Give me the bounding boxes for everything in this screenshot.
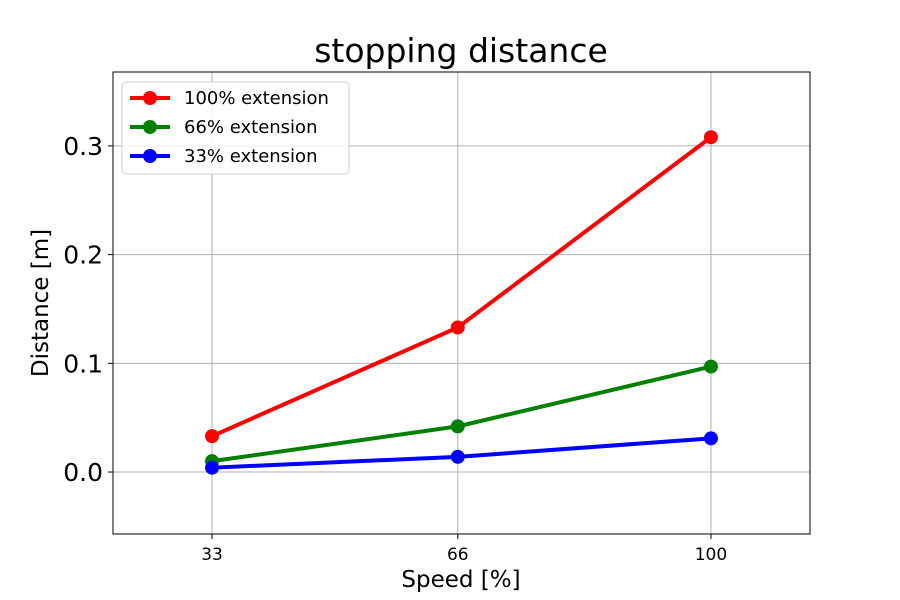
y-tick-label: 0.0 xyxy=(63,458,103,487)
x-axis-label: Speed [%] xyxy=(401,567,520,593)
data-point xyxy=(205,460,220,475)
legend-label: 66% extension xyxy=(184,117,317,138)
legend-marker xyxy=(143,120,157,134)
legend: 100% extension 66% extension 33% extension xyxy=(121,81,350,175)
y-tick-label: 0.1 xyxy=(63,349,103,378)
legend-label: 33% extension xyxy=(184,146,317,167)
legend-label: 100% extension xyxy=(184,88,329,109)
x-tick-label: 100 xyxy=(695,545,727,565)
data-point xyxy=(703,130,718,145)
data-point xyxy=(205,429,220,444)
axis-ticks: 33 66 100 0.0 0.1 0.2 0.3 xyxy=(63,132,727,565)
series-0 xyxy=(205,130,718,444)
legend-entry: 100% extension xyxy=(130,88,329,109)
data-point xyxy=(450,320,465,335)
series-layer xyxy=(205,130,718,475)
y-tick-label: 0.2 xyxy=(63,241,103,270)
x-tick-label: 33 xyxy=(201,545,223,565)
legend-marker xyxy=(143,91,157,105)
data-point xyxy=(450,449,465,464)
legend-marker xyxy=(143,149,157,163)
data-point xyxy=(703,431,718,446)
plot-frame xyxy=(112,71,811,535)
y-tick-label: 0.3 xyxy=(63,132,103,161)
series-2 xyxy=(205,431,718,475)
legend-entry: 66% extension xyxy=(130,117,317,138)
chart-title: stopping distance xyxy=(314,31,608,70)
data-point xyxy=(450,419,465,434)
y-axis-label: Distance [m] xyxy=(28,229,54,377)
x-tick-label: 66 xyxy=(447,545,469,565)
data-point xyxy=(703,359,718,374)
legend-box xyxy=(121,81,350,175)
legend-entry: 33% extension xyxy=(130,146,317,167)
